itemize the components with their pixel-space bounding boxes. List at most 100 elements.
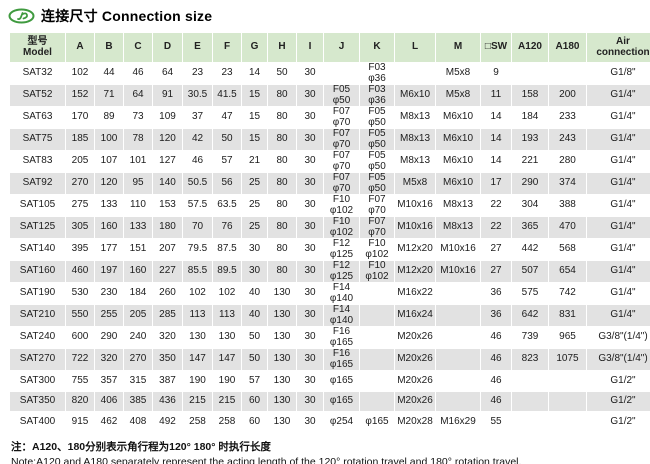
column-header: 型号 Model bbox=[9, 32, 66, 63]
table-cell: 100 bbox=[94, 128, 124, 151]
table-cell: 642 bbox=[511, 304, 549, 327]
table-row: SAT105 275 133 110 153 57.5 63.5 25 80 30 F10 φ102… bbox=[9, 194, 650, 217]
table-cell: 507 bbox=[511, 260, 549, 283]
table-cell: 25 bbox=[241, 194, 268, 217]
model-cell: SAT240 bbox=[9, 326, 66, 349]
model-cell: SAT105 bbox=[9, 194, 66, 217]
table-cell: G1/4" bbox=[586, 238, 650, 261]
table-cell: 80 bbox=[267, 260, 297, 283]
table-cell: M20x26 bbox=[394, 348, 436, 371]
table-cell: 110 bbox=[123, 194, 153, 217]
table-cell: 46 bbox=[480, 390, 512, 412]
table-cell: 30 bbox=[296, 390, 324, 412]
table-cell: 742 bbox=[548, 282, 587, 305]
table-cell: F10 φ102 bbox=[359, 260, 395, 283]
table-cell: M8x13 bbox=[394, 106, 436, 129]
table-cell bbox=[435, 370, 481, 392]
table-cell: 185 bbox=[65, 128, 95, 151]
table-cell: 95 bbox=[123, 172, 153, 195]
table-cell: 80 bbox=[267, 106, 297, 129]
table-cell: 408 bbox=[123, 411, 153, 433]
table-cell: 40 bbox=[241, 282, 268, 305]
table-cell: M6x10 bbox=[435, 172, 481, 195]
table-cell: 215 bbox=[182, 390, 213, 412]
table-cell: 831 bbox=[548, 304, 587, 327]
table-cell: 46 bbox=[480, 348, 512, 371]
table-cell: F12 φ125 bbox=[323, 260, 360, 283]
table-cell: M8x13 bbox=[394, 150, 436, 173]
table-cell: G1/4" bbox=[586, 194, 650, 217]
table-row: SAT300 755 357 315 387 190 190 57 130 30 φ165 M20x2… bbox=[9, 370, 650, 392]
table-cell: G1/8" bbox=[586, 62, 650, 85]
model-cell: SAT125 bbox=[9, 216, 66, 239]
table-cell: 147 bbox=[212, 348, 242, 371]
table-cell bbox=[359, 370, 395, 392]
table-cell: 406 bbox=[94, 390, 124, 412]
table-cell: 30 bbox=[241, 260, 268, 283]
table-cell bbox=[548, 390, 587, 412]
table-header-row: 型号 Model A B C D E F G H I J K L M □SW A120 A180 Air conn… bbox=[9, 32, 650, 63]
table-cell bbox=[435, 348, 481, 371]
table-cell: 315 bbox=[123, 370, 153, 392]
table-cell: 23 bbox=[182, 62, 213, 85]
table-cell: φ165 bbox=[323, 370, 360, 392]
table-cell: 722 bbox=[65, 348, 95, 371]
table-cell: 320 bbox=[152, 326, 183, 349]
table-cell: F10 φ102 bbox=[323, 194, 360, 217]
table-cell: 30 bbox=[296, 194, 324, 217]
table-cell: 23 bbox=[212, 62, 242, 85]
table-cell: 30.5 bbox=[182, 84, 213, 107]
table-cell: M10x16 bbox=[394, 216, 436, 239]
connection-size-table: 型号 Model A B C D E F G H I J K L M □SW A120 A180 Air conn… bbox=[9, 32, 650, 433]
table-cell: 15 bbox=[241, 106, 268, 129]
table-cell: M16x22 bbox=[394, 282, 436, 305]
table-cell bbox=[511, 411, 549, 433]
table-row: SAT400 915 462 408 492 258 258 60 130 30 φ254 φ165 M… bbox=[9, 411, 650, 433]
table-cell: F07 φ70 bbox=[323, 172, 360, 195]
column-header: F bbox=[212, 32, 242, 63]
table-cell bbox=[359, 282, 395, 305]
table-cell: 258 bbox=[212, 411, 242, 433]
table-cell: M20x26 bbox=[394, 326, 436, 349]
table-cell: M16x29 bbox=[435, 411, 481, 433]
column-header: □SW bbox=[480, 32, 512, 63]
column-header: B bbox=[94, 32, 124, 63]
table-cell: 395 bbox=[65, 238, 95, 261]
table-cell: 160 bbox=[94, 216, 124, 239]
column-header: M bbox=[435, 32, 481, 63]
table-cell: 113 bbox=[212, 304, 242, 327]
table-cell: G1/2" bbox=[586, 390, 650, 412]
table-cell: 158 bbox=[511, 84, 549, 107]
table-cell: 107 bbox=[94, 150, 124, 173]
table-cell: 36 bbox=[480, 282, 512, 305]
table-row: SAT92 270 120 95 140 50.5 56 25 80 30 F07 φ70 F05 φ… bbox=[9, 172, 650, 195]
table-cell: 151 bbox=[123, 238, 153, 261]
table-cell: 71 bbox=[94, 84, 124, 107]
table-cell: G1/4" bbox=[586, 260, 650, 283]
table-cell: 120 bbox=[94, 172, 124, 195]
table-cell: G1/4" bbox=[586, 84, 650, 107]
table-cell: 285 bbox=[152, 304, 183, 327]
table-cell: 30 bbox=[296, 62, 324, 85]
table-cell: 127 bbox=[152, 150, 183, 173]
table-cell: 130 bbox=[267, 370, 297, 392]
table-cell: 14 bbox=[480, 150, 512, 173]
table-cell: M20x26 bbox=[394, 370, 436, 392]
column-header: C bbox=[123, 32, 153, 63]
table-cell: 91 bbox=[152, 84, 183, 107]
model-cell: SAT140 bbox=[9, 238, 66, 261]
table-cell: 30 bbox=[296, 326, 324, 349]
table-cell: 160 bbox=[123, 260, 153, 283]
table-cell: 915 bbox=[65, 411, 95, 433]
table-cell: F10 φ102 bbox=[359, 238, 395, 261]
table-cell: 130 bbox=[267, 326, 297, 349]
table-cell: M12x20 bbox=[394, 238, 436, 261]
table-cell: 152 bbox=[65, 84, 95, 107]
table-cell bbox=[323, 62, 360, 85]
table-cell: 64 bbox=[152, 62, 183, 85]
table-cell: 14 bbox=[480, 128, 512, 151]
table-cell: 739 bbox=[511, 326, 549, 349]
table-cell: 25 bbox=[241, 172, 268, 195]
table-cell: M6x10 bbox=[435, 150, 481, 173]
table-cell: 190 bbox=[182, 370, 213, 392]
